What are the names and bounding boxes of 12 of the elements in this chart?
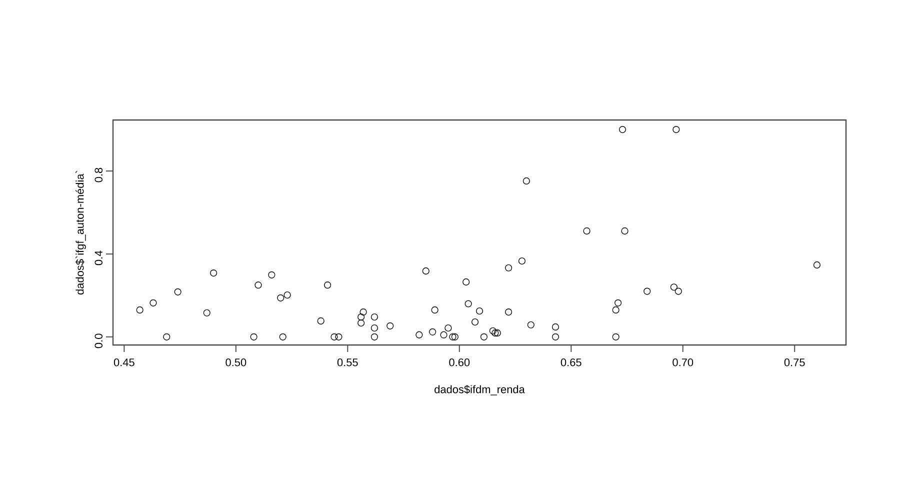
x-axis-title: dados$ifdm_renda bbox=[434, 385, 525, 396]
y-tick-label: 0.8 bbox=[94, 168, 103, 182]
y-axis-title: dados$`ifgf_auton-média` bbox=[76, 170, 86, 294]
x-tick-label: 0.70 bbox=[672, 358, 694, 366]
x-tick-label: 0.75 bbox=[784, 358, 805, 366]
y-tick-label: 0.0 bbox=[94, 334, 103, 348]
x-tick-label: 0.45 bbox=[114, 358, 134, 366]
x-tick-label: 0.55 bbox=[337, 358, 358, 366]
y-tick-label: 0.4 bbox=[94, 250, 103, 266]
x-tick-label: 0.65 bbox=[560, 358, 582, 366]
x-tick-label: 0.50 bbox=[226, 358, 246, 366]
x-tick-label: 0.60 bbox=[449, 358, 470, 366]
